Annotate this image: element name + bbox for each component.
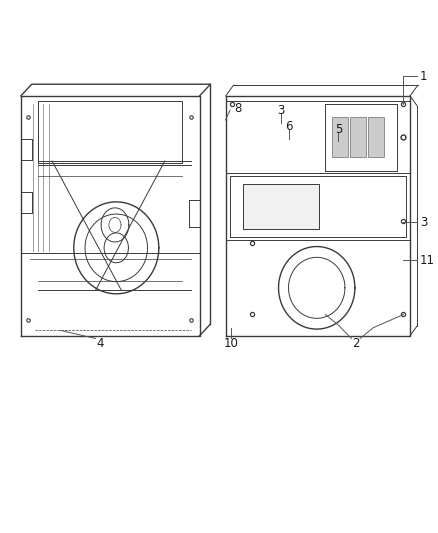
Text: 1: 1	[420, 70, 427, 83]
Bar	[243, 184, 319, 229]
Bar	[350, 117, 366, 157]
Bar	[332, 117, 348, 157]
Text: 3: 3	[277, 104, 285, 117]
Text: 3: 3	[420, 216, 427, 229]
Text: 10: 10	[223, 337, 238, 350]
Text: 2: 2	[352, 337, 360, 350]
Text: 8: 8	[234, 102, 242, 115]
Text: 4: 4	[96, 337, 103, 350]
Text: 5: 5	[335, 123, 342, 136]
Text: 11: 11	[420, 254, 435, 266]
Text: 6: 6	[285, 120, 293, 133]
Bar	[368, 117, 384, 157]
